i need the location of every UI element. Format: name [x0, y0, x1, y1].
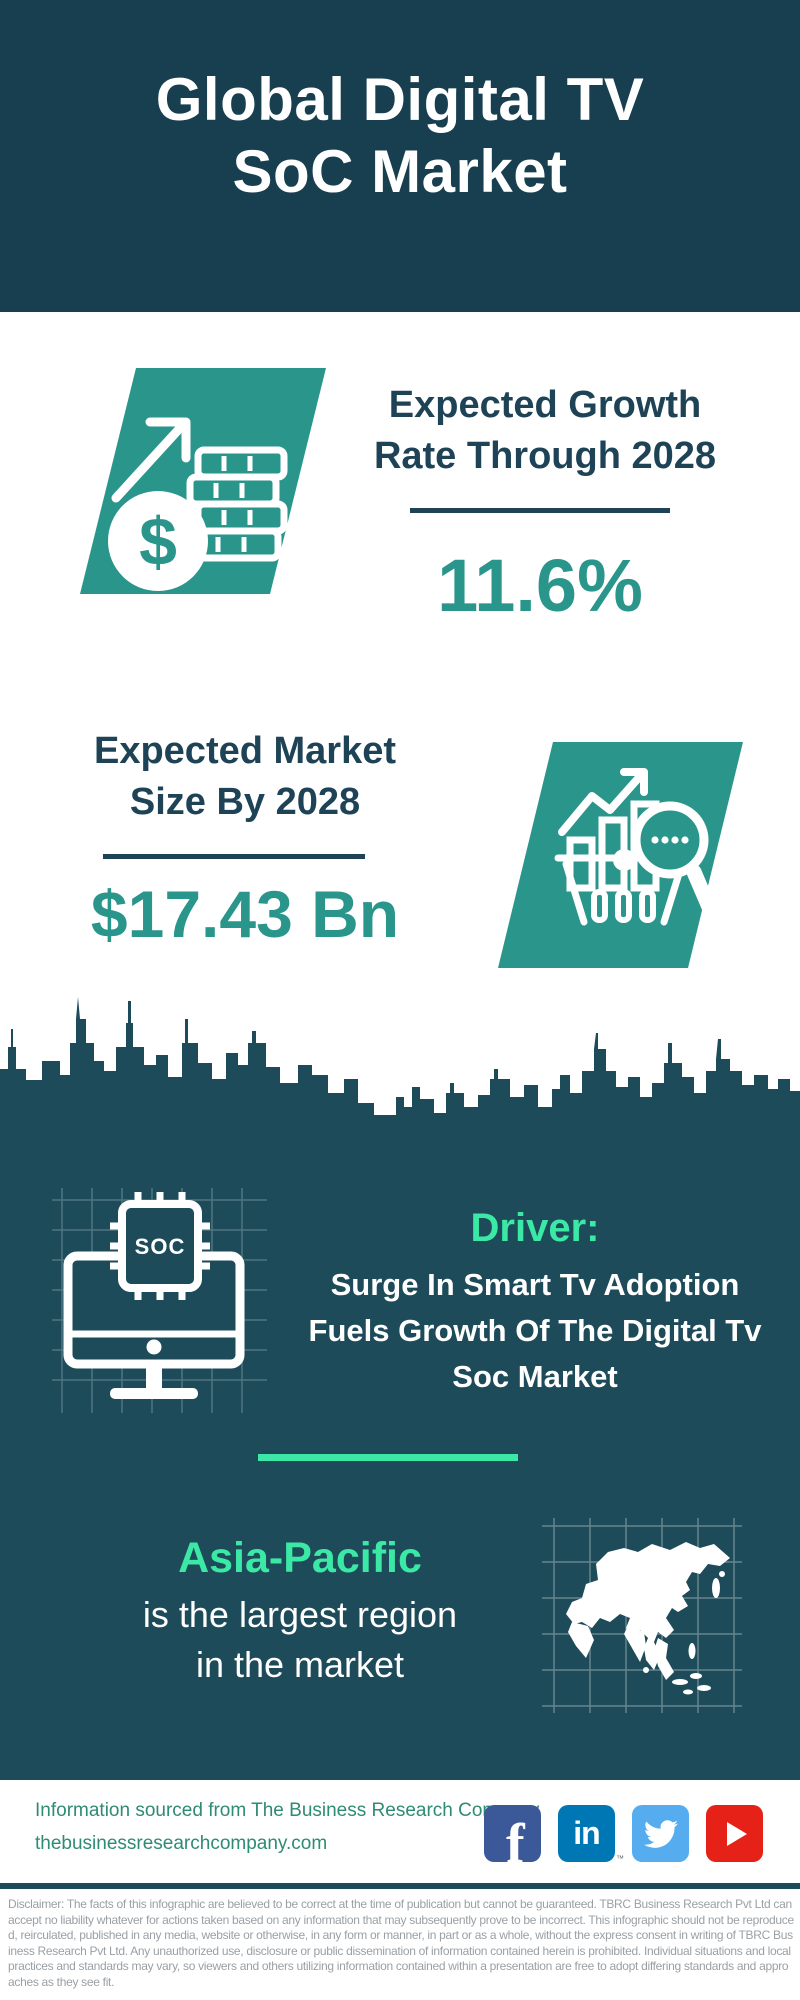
youtube-icon[interactable]: [706, 1805, 763, 1862]
driver-text: Surge In Smart Tv Adoption Fuels Growth …: [268, 1262, 800, 1400]
twitter-bird-glyph: [643, 1819, 678, 1848]
section-divider: [258, 1454, 518, 1461]
stat-size-value: $17.43 Bn: [90, 877, 400, 951]
stat-size-title-line1: Expected Market: [93, 730, 396, 772]
linkedin-tm-mark: ™: [616, 1854, 624, 1863]
asia-map-icon: [542, 1518, 742, 1713]
driver-text-line2: Fuels Growth Of The Digital Tv: [308, 1313, 762, 1348]
driver-heading: Driver:: [470, 1206, 600, 1250]
header-band: Global Digital TV SoC Market: [0, 0, 800, 312]
growth-dollar-icon: $: [80, 368, 326, 594]
city-skyline: [0, 997, 800, 1165]
social-links: f in ™: [484, 1805, 763, 1863]
region-name: Asia-Pacific: [178, 1534, 422, 1582]
region-text: is the largest region in the market: [60, 1590, 540, 1690]
facebook-icon[interactable]: f: [484, 1805, 541, 1862]
youtube-play-glyph: [727, 1821, 747, 1846]
stat-size-title-line2: Size By 2028: [129, 780, 361, 823]
dollar-sign-glyph: $: [139, 504, 177, 580]
stat-growth-value: 11.6%: [437, 544, 643, 627]
linkedin-in-glyph: in: [573, 1815, 600, 1851]
market-analysis-icon: [498, 742, 743, 968]
twitter-icon[interactable]: [632, 1805, 689, 1862]
source-text: Information sourced from The Business Re…: [35, 1800, 540, 1821]
footer-divider: [0, 1883, 800, 1889]
region-text-line1: is the largest region: [142, 1594, 458, 1635]
stat-growth-title-line2: Rate Through 2028: [373, 434, 717, 477]
soc-monitor-icon: SOC: [52, 1188, 267, 1413]
driver-text-line3: Soc Market: [452, 1359, 618, 1394]
source-website-link[interactable]: thebusinessresearchcompany.com: [35, 1833, 328, 1854]
driver-text-line1: Surge In Smart Tv Adoption: [330, 1267, 740, 1302]
disclaimer-text: Disclaimer: The facts of this infographi…: [8, 1897, 794, 1989]
stat-size-title: Expected Market Size By 2028: [25, 726, 465, 828]
region-text-line2: in the market: [195, 1644, 405, 1685]
stat-growth-title-line1: Expected Growth: [388, 384, 702, 426]
page-title-line2: SoC Market: [232, 138, 568, 205]
page-title-line1: Global Digital TV: [155, 66, 645, 133]
facebook-f-glyph: f: [505, 1813, 525, 1862]
soc-chip-label: SOC: [135, 1234, 186, 1259]
linkedin-icon[interactable]: in ™: [558, 1805, 624, 1863]
stat-size-divider: [103, 854, 365, 859]
page-title: Global Digital TV SoC Market: [0, 64, 800, 208]
stat-growth-title: Expected Growth Rate Through 2028: [300, 380, 790, 482]
stat-growth-divider: [410, 508, 670, 513]
